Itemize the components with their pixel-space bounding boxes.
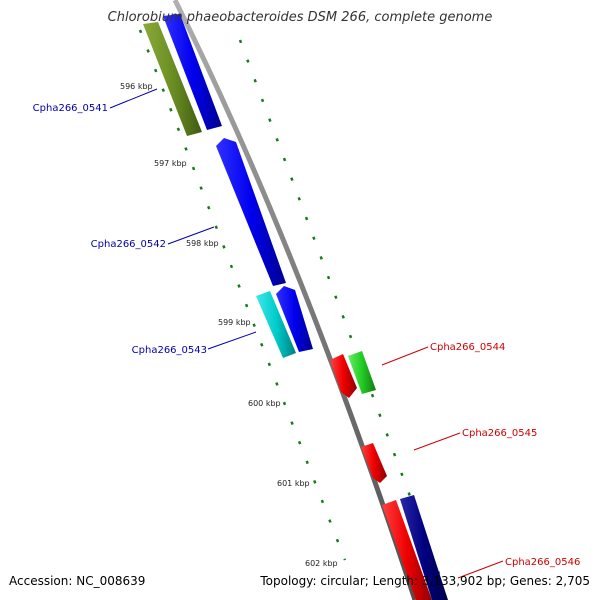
- genome-summary-text: Topology: circular; Length: 3,133,902 bp…: [260, 574, 590, 588]
- label-connector: [457, 560, 504, 579]
- gene-feature-cyan[interactable]: [256, 291, 296, 358]
- gene-feature-cpha266-0544[interactable]: [330, 354, 357, 398]
- gene-feature-cpha266-0541[interactable]: [163, 14, 222, 130]
- accession-text: Accession: NC_008639: [9, 574, 146, 588]
- label-connector: [413, 432, 461, 451]
- gene-feature-olive[interactable]: [143, 22, 202, 136]
- gene-feature-green[interactable]: [348, 351, 376, 394]
- label-connector: [109, 88, 158, 109]
- gene-label[interactable]: Cpha266_0542: [91, 239, 166, 250]
- label-connector: [207, 331, 257, 350]
- map-title: Chlorobium phaeobacteroides DSM 266, com…: [107, 10, 493, 25]
- left-tick-track: [138, 29, 347, 561]
- label-connector: [381, 346, 429, 366]
- gene-feature-cpha266-0546[interactable]: [382, 500, 432, 600]
- kbp-label: 597 kbp: [154, 159, 187, 168]
- kbp-label: 598 kbp: [186, 239, 219, 248]
- kbp-label: 599 kbp: [218, 318, 251, 327]
- kbp-label: 602 kbp: [305, 559, 338, 568]
- gene-feature-cpha266-0543[interactable]: [276, 286, 313, 352]
- gene-label[interactable]: Cpha266_0546: [505, 557, 580, 568]
- genome-backbone: [172, 0, 418, 600]
- gene-label[interactable]: Cpha266_0541: [33, 103, 108, 114]
- gene-feature-cpha266-0542[interactable]: [216, 138, 286, 286]
- kbp-label: 596 kbp: [120, 82, 153, 91]
- label-connector: [167, 226, 215, 245]
- kbp-label: 600 kbp: [248, 399, 281, 408]
- kbp-label: 601 kbp: [277, 479, 310, 488]
- gene-feature-cpha266-0545[interactable]: [361, 443, 387, 483]
- gene-label[interactable]: Cpha266_0544: [430, 342, 505, 353]
- gene-feature-navy[interactable]: [400, 495, 448, 600]
- gene-label[interactable]: Cpha266_0545: [462, 428, 537, 439]
- gene-label[interactable]: Cpha266_0543: [132, 345, 207, 356]
